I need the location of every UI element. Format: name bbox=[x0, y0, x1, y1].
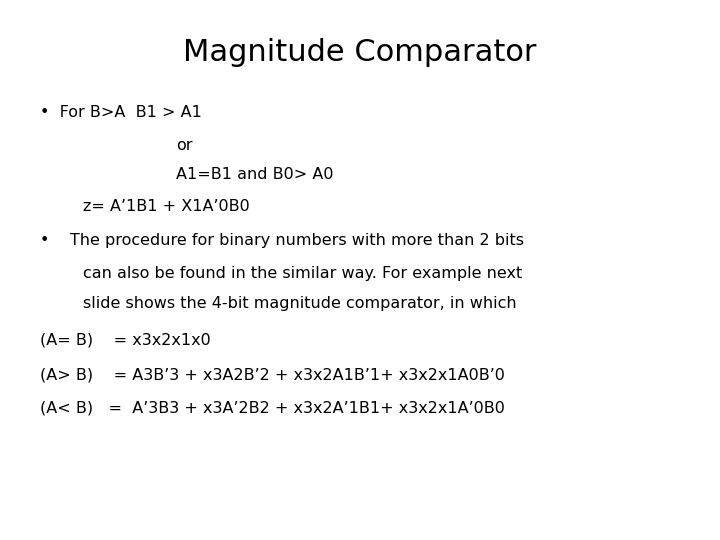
Text: (A> B)    = A3B’3 + x3A2B’2 + x3x2A1B’1+ x3x2x1A0B’0: (A> B) = A3B’3 + x3A2B’2 + x3x2A1B’1+ x3… bbox=[40, 367, 505, 382]
Text: can also be found in the similar way. For example next: can also be found in the similar way. Fo… bbox=[83, 266, 522, 281]
Text: slide shows the 4-bit magnitude comparator, in which: slide shows the 4-bit magnitude comparat… bbox=[83, 296, 516, 311]
Text: Magnitude Comparator: Magnitude Comparator bbox=[184, 38, 536, 67]
Text: or: or bbox=[176, 138, 193, 153]
Text: •  For B>A  B1 > A1: • For B>A B1 > A1 bbox=[40, 105, 202, 120]
Text: (A= B)    = x3x2x1x0: (A= B) = x3x2x1x0 bbox=[40, 332, 210, 347]
Text: •    The procedure for binary numbers with more than 2 bits: • The procedure for binary numbers with … bbox=[40, 233, 523, 248]
Text: A1=B1 and B0> A0: A1=B1 and B0> A0 bbox=[176, 167, 334, 183]
Text: z= A’1B1 + X1A’0B0: z= A’1B1 + X1A’0B0 bbox=[83, 199, 250, 214]
Text: (A< B)   =  A’3B3 + x3A’2B2 + x3x2A’1B1+ x3x2x1A’0B0: (A< B) = A’3B3 + x3A’2B2 + x3x2A’1B1+ x3… bbox=[40, 401, 505, 416]
